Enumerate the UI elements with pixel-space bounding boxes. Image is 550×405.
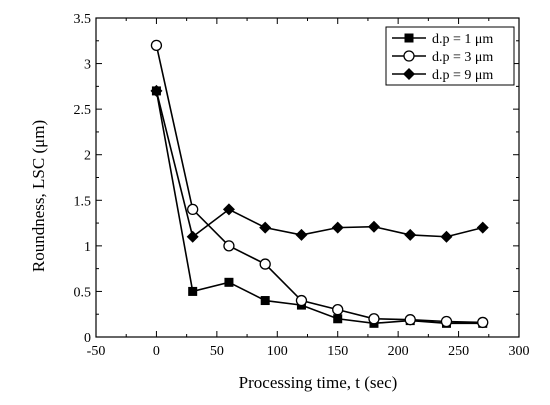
series-line [155,90,483,239]
series-line [155,90,483,325]
y-tick-label: 2 [84,149,91,164]
x-tick-label: 0 [153,344,160,359]
data-point [188,286,198,296]
x-tick-label: 50 [210,344,224,359]
series-1 [151,86,488,328]
data-point [332,304,344,316]
series-2 [150,39,489,329]
y-tick-label: 3 [84,58,91,73]
data-point [295,228,308,241]
data-point [440,315,453,328]
data-point [187,203,199,216]
data-point [331,221,344,234]
x-tick-label: 100 [267,344,288,359]
series-3 [150,84,489,243]
data-point [367,220,380,233]
y-tick-label: 3.5 [74,12,92,27]
legend-marker [403,68,415,80]
data-point [476,221,489,234]
data-point [368,313,380,325]
legend-entry: d.p = 1 μm [432,32,493,47]
series-layer [150,39,489,329]
x-tick-label: 200 [388,344,409,359]
legend-marker [404,33,414,43]
data-point [295,294,308,307]
legend-entry: d.p = 3 μm [432,50,493,65]
data-point [404,314,416,326]
data-point [222,203,235,216]
data-point [477,316,489,329]
data-point [224,277,234,287]
x-tick-label: 250 [448,344,469,359]
legend-marker [403,50,415,62]
y-axis-label: Roundness, LSC (μm) [29,120,48,272]
data-point [440,230,453,243]
data-point [333,314,343,324]
data-point [404,228,417,241]
legend-entry: d.p = 9 μm [432,68,493,83]
y-tick-label: 1 [84,240,91,255]
data-point [186,230,199,243]
legend: d.p = 1 μm d.p = 3 μm d.p = 9 μm [385,26,515,86]
data-point [259,258,271,270]
series-line [155,45,483,324]
x-tick-label: 150 [327,344,348,359]
data-point [150,39,163,51]
x-tick-label: 300 [509,344,530,359]
data-point [223,240,235,252]
data-point [259,221,272,234]
y-tick-label: 0.5 [74,285,92,300]
x-axis-label: Processing time, t (sec) [239,373,398,392]
x-tick-label: -50 [87,344,106,359]
data-point [260,296,270,306]
y-tick-label: 1.5 [74,194,92,209]
y-tick-label: 2.5 [74,103,92,118]
y-tick-label: 0 [84,331,91,346]
data-point [150,84,163,97]
